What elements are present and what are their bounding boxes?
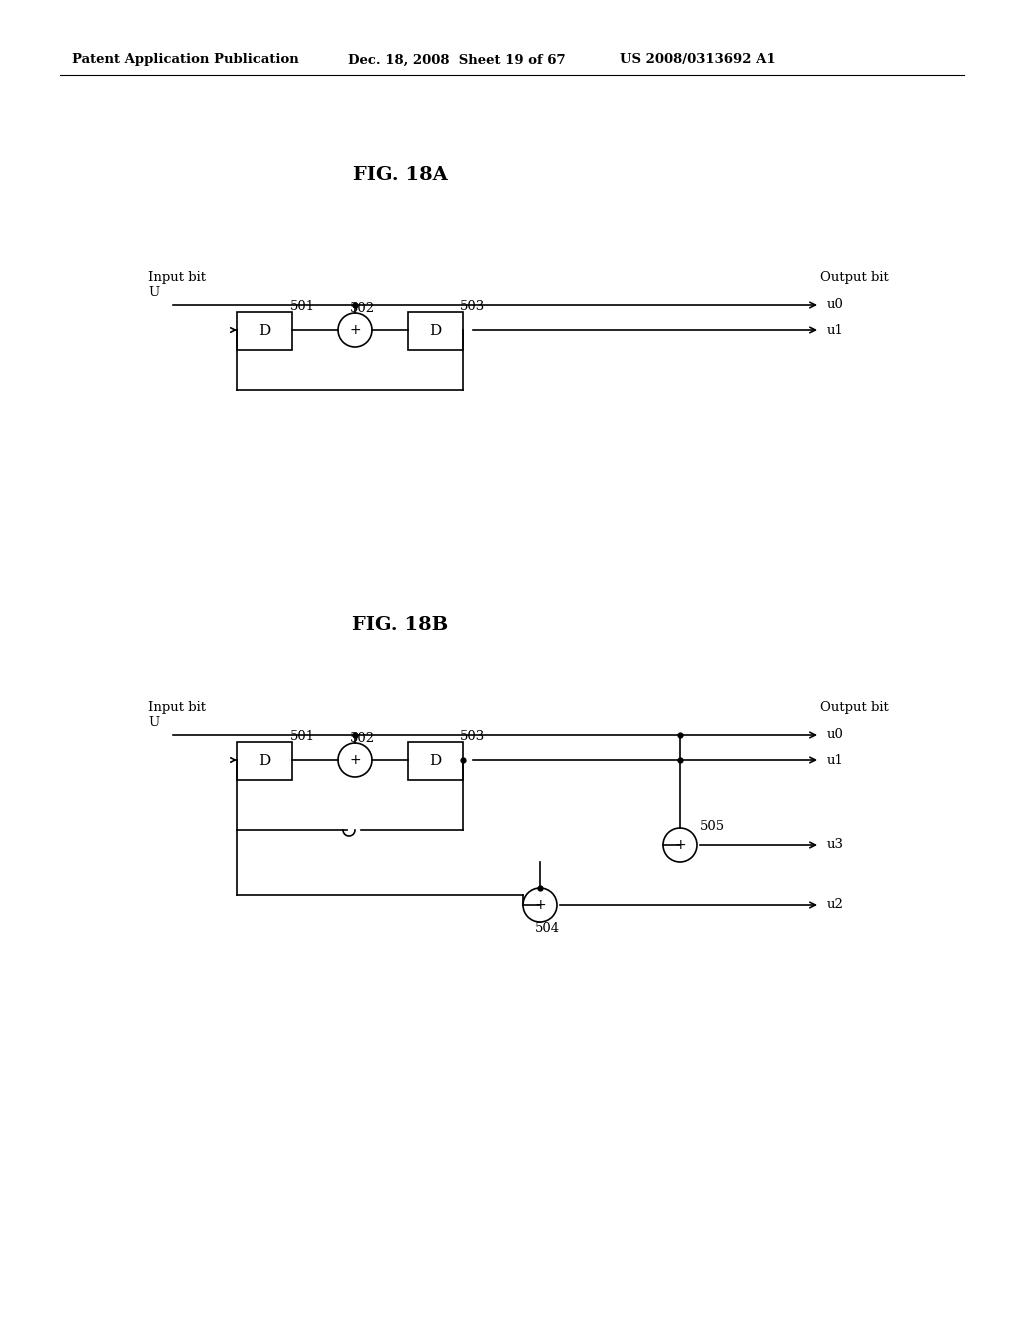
Text: D: D — [429, 323, 441, 338]
Text: 501: 501 — [290, 730, 315, 743]
Text: u3: u3 — [827, 838, 844, 851]
Text: u1: u1 — [827, 754, 844, 767]
Text: Input bit: Input bit — [148, 272, 206, 285]
Text: 503: 503 — [460, 301, 485, 314]
Text: Output bit: Output bit — [820, 272, 889, 285]
Bar — [408, 742, 463, 780]
Bar — [237, 312, 292, 350]
Circle shape — [338, 313, 372, 347]
Text: u0: u0 — [827, 729, 844, 742]
Text: 505: 505 — [700, 821, 725, 833]
Text: D: D — [429, 754, 441, 768]
Bar — [237, 742, 292, 780]
Text: +: + — [674, 838, 686, 851]
Circle shape — [523, 888, 557, 921]
Bar — [408, 312, 463, 350]
Text: +: + — [349, 752, 360, 767]
Text: D: D — [258, 754, 270, 768]
Text: 503: 503 — [460, 730, 485, 743]
Circle shape — [338, 743, 372, 777]
Text: U: U — [148, 717, 160, 730]
Text: FIG. 18A: FIG. 18A — [352, 166, 447, 183]
Text: 501: 501 — [290, 301, 315, 314]
Text: US 2008/0313692 A1: US 2008/0313692 A1 — [620, 54, 775, 66]
Text: +: + — [535, 898, 546, 912]
Text: u0: u0 — [827, 298, 844, 312]
Text: 504: 504 — [535, 923, 560, 936]
Text: 502: 502 — [350, 731, 375, 744]
Circle shape — [663, 828, 697, 862]
Text: FIG. 18B: FIG. 18B — [352, 616, 449, 634]
Text: Dec. 18, 2008  Sheet 19 of 67: Dec. 18, 2008 Sheet 19 of 67 — [348, 54, 565, 66]
Text: Input bit: Input bit — [148, 701, 206, 714]
Text: D: D — [258, 323, 270, 338]
Text: U: U — [148, 286, 160, 300]
Text: u1: u1 — [827, 323, 844, 337]
Text: u2: u2 — [827, 899, 844, 912]
Text: Patent Application Publication: Patent Application Publication — [72, 54, 299, 66]
Text: 502: 502 — [350, 301, 375, 314]
Text: Output bit: Output bit — [820, 701, 889, 714]
Text: +: + — [349, 323, 360, 337]
